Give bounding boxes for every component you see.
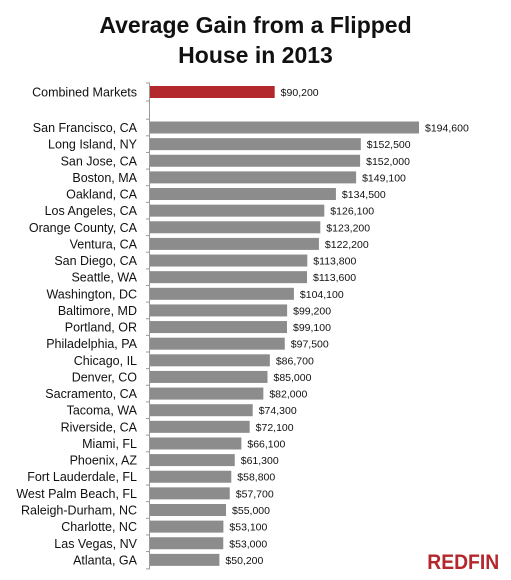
category-label: Raleigh-Durham, NC — [21, 503, 137, 517]
bar — [150, 454, 235, 467]
bar — [150, 370, 268, 383]
bar — [150, 321, 287, 334]
category-label: Combined Markets — [32, 86, 137, 100]
highlight-bar — [150, 86, 275, 98]
bar — [150, 221, 321, 234]
bar — [150, 204, 325, 217]
category-label: San Diego, CA — [54, 254, 137, 268]
bar — [150, 503, 227, 516]
value-label: $123,200 — [326, 222, 370, 234]
bar — [150, 553, 220, 566]
category-label: Riverside, CA — [61, 420, 138, 434]
bars-layer: Combined Markets $90,200 San Francisco, CA… — [16, 82, 469, 570]
category-label: Washington, DC — [46, 287, 137, 301]
bar — [150, 470, 232, 483]
bar — [150, 121, 419, 134]
bar — [150, 437, 242, 450]
value-label: $72,100 — [256, 422, 294, 434]
value-label: $50,200 — [225, 555, 263, 567]
bar — [150, 304, 288, 317]
bar — [150, 420, 250, 433]
value-label: $122,200 — [325, 239, 369, 251]
category-label: Chicago, IL — [74, 354, 137, 368]
category-label: Denver, CO — [72, 370, 138, 384]
category-label: Boston, MA — [72, 171, 137, 185]
category-label: Las Vegas, NV — [54, 537, 137, 551]
value-label: $104,100 — [300, 289, 344, 301]
value-label: $55,000 — [232, 505, 270, 517]
bar — [150, 138, 361, 151]
value-label: $126,100 — [330, 206, 374, 218]
value-label: $97,500 — [291, 339, 329, 351]
bar — [150, 404, 253, 417]
bar — [150, 487, 230, 500]
category-label: West Palm Beach, FL — [16, 487, 137, 501]
bar — [150, 354, 270, 367]
value-label: $58,800 — [237, 472, 275, 484]
value-label: $113,600 — [313, 272, 356, 284]
bar — [150, 271, 308, 284]
category-label: Seattle, WA — [71, 271, 137, 285]
value-label: $99,100 — [293, 322, 331, 334]
category-label: San Francisco, CA — [33, 121, 138, 135]
category-label: Oakland, CA — [66, 188, 138, 202]
value-label: $53,100 — [229, 522, 267, 534]
value-label: $152,000 — [366, 156, 410, 168]
category-label: Long Island, NY — [48, 138, 138, 152]
value-label: $86,700 — [276, 355, 314, 367]
bar — [150, 520, 224, 533]
category-label: San Jose, CA — [61, 154, 138, 168]
bar — [150, 287, 294, 300]
redfin-logo: REDFIN — [427, 551, 499, 574]
value-label: $85,000 — [273, 372, 311, 384]
bar — [150, 237, 319, 250]
value-label: $149,100 — [362, 172, 406, 184]
value-label: $57,700 — [236, 488, 274, 500]
category-label: Portland, OR — [65, 321, 137, 335]
category-label: Ventura, CA — [70, 237, 138, 251]
value-label: $113,800 — [313, 256, 356, 268]
bar — [150, 171, 357, 184]
bar — [150, 154, 361, 167]
value-label: $82,000 — [269, 389, 307, 401]
value-label: $99,200 — [293, 305, 331, 317]
bar — [150, 337, 285, 350]
value-label: $90,200 — [281, 87, 319, 99]
category-label: Phoenix, AZ — [70, 454, 138, 468]
value-label: $134,500 — [342, 189, 386, 201]
value-label: $74,300 — [259, 405, 297, 417]
bar — [150, 387, 264, 400]
category-label: Sacramento, CA — [45, 387, 137, 401]
bar — [150, 254, 308, 267]
category-label: Baltimore, MD — [58, 304, 137, 318]
chart-title: Average Gain from a Flipped House in 201… — [99, 12, 412, 68]
bar — [150, 537, 224, 550]
category-label: Miami, FL — [82, 437, 137, 451]
category-label: Los Angeles, CA — [45, 204, 138, 218]
category-label: Atlanta, GA — [73, 553, 138, 567]
bar — [150, 188, 336, 201]
value-label: $194,600 — [425, 123, 469, 135]
category-label: Charlotte, NC — [61, 520, 137, 534]
value-label: $53,000 — [229, 538, 267, 550]
value-label: $61,300 — [241, 455, 279, 467]
category-label: Tacoma, WA — [67, 404, 138, 418]
value-label: $66,100 — [247, 438, 285, 450]
category-label: Philadelphia, PA — [46, 337, 137, 351]
value-label: $152,500 — [367, 139, 411, 151]
category-label: Orange County, CA — [29, 221, 138, 235]
category-label: Fort Lauderdale, FL — [27, 470, 137, 484]
